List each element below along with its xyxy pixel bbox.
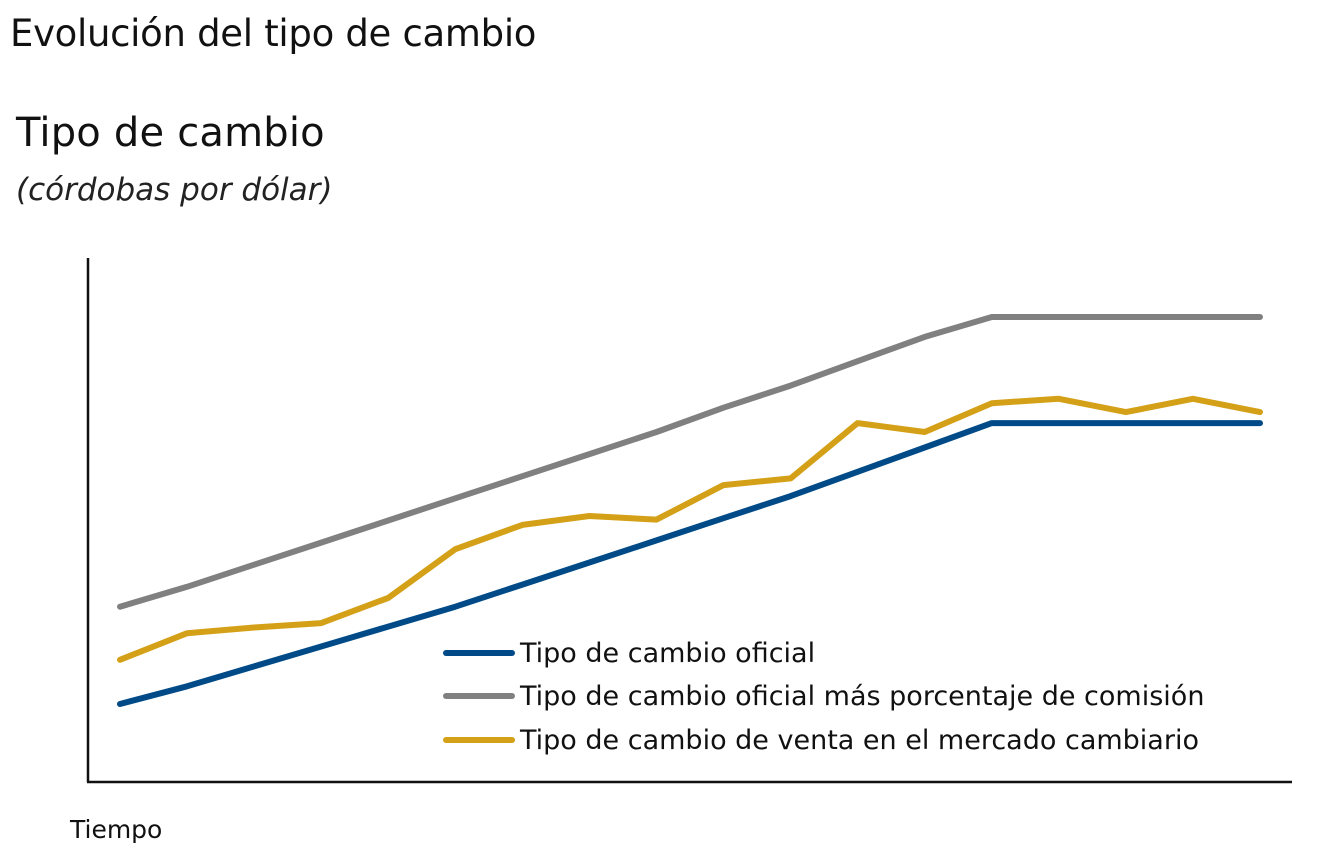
legend-label-3: Tipo de cambio de venta en el mercado ca… xyxy=(519,725,1199,756)
series-line-3 xyxy=(117,395,1263,663)
series-layer xyxy=(117,314,1263,707)
chart-subtitle: (córdobas por dólar) xyxy=(16,172,333,208)
page-title: Evolución del tipo de cambio xyxy=(10,12,537,55)
legend-label-1: Tipo de cambio oficial xyxy=(519,638,815,669)
series-line-2 xyxy=(117,314,1263,610)
chart-legend: Tipo de cambio oficial Tipo de cambio ofi… xyxy=(443,638,1204,756)
chart-title: Tipo de cambio xyxy=(16,110,325,156)
legend-label-2: Tipo de cambio oficial más porcentaje de… xyxy=(519,681,1204,712)
series-line-1 xyxy=(117,420,1263,707)
x-axis-label: Tiempo xyxy=(69,815,162,844)
